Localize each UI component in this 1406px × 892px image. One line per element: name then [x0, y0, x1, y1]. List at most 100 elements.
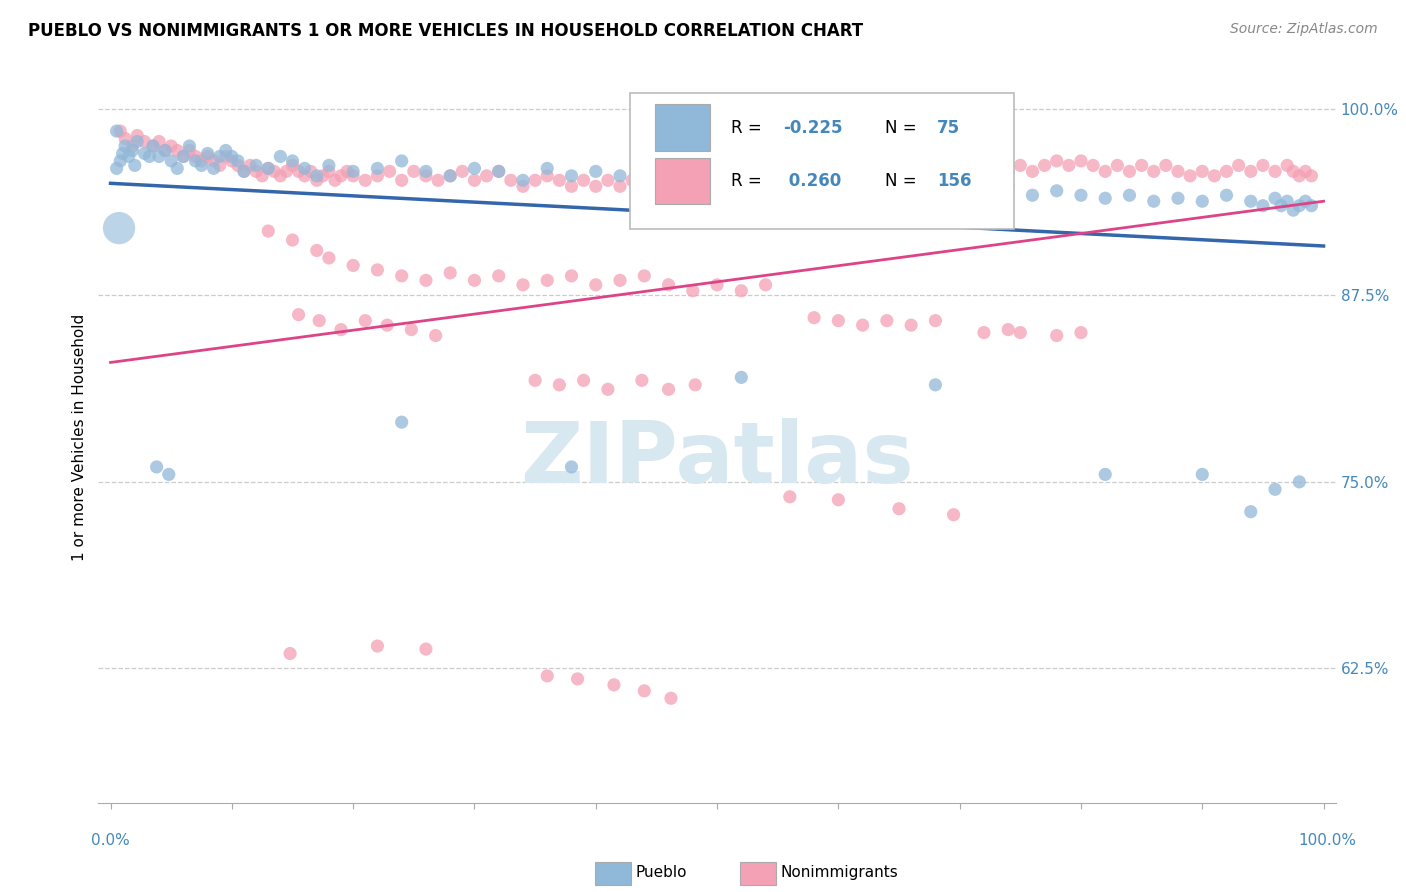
- Point: [730, 173, 752, 187]
- Point: [682, 284, 704, 298]
- Point: [401, 323, 423, 337]
- Point: [755, 173, 778, 187]
- Point: [342, 259, 364, 273]
- Point: [900, 177, 922, 191]
- Text: R =: R =: [731, 172, 766, 190]
- Point: [378, 164, 401, 178]
- Point: [153, 144, 176, 158]
- Point: [1191, 164, 1213, 178]
- Point: [342, 169, 364, 183]
- Point: [269, 169, 291, 183]
- Point: [803, 173, 825, 187]
- Point: [682, 184, 704, 198]
- Point: [1301, 199, 1323, 213]
- Point: [1251, 199, 1274, 213]
- FancyBboxPatch shape: [630, 94, 1014, 228]
- Point: [1094, 164, 1116, 178]
- Text: ZIPatlas: ZIPatlas: [520, 417, 914, 500]
- Point: [900, 318, 922, 332]
- Point: [463, 273, 485, 287]
- Point: [1191, 194, 1213, 209]
- Point: [127, 135, 149, 149]
- Point: [942, 508, 965, 522]
- Point: [827, 173, 849, 187]
- Point: [121, 144, 143, 158]
- Point: [127, 128, 149, 143]
- Point: [202, 161, 225, 176]
- Point: [1270, 199, 1292, 213]
- Point: [148, 135, 170, 149]
- Point: [827, 492, 849, 507]
- Text: Pueblo: Pueblo: [636, 865, 688, 880]
- Point: [924, 184, 946, 198]
- Point: [1301, 169, 1323, 183]
- Point: [1282, 203, 1305, 218]
- Point: [949, 173, 972, 187]
- Point: [779, 490, 801, 504]
- Point: [621, 173, 644, 187]
- Point: [250, 169, 273, 183]
- Point: [548, 173, 571, 187]
- Point: [512, 277, 534, 292]
- Point: [1107, 158, 1129, 172]
- Point: [226, 153, 249, 168]
- Point: [730, 370, 752, 384]
- FancyBboxPatch shape: [655, 158, 710, 204]
- Point: [318, 251, 340, 265]
- Point: [354, 313, 377, 327]
- Point: [342, 164, 364, 178]
- Point: [585, 164, 607, 178]
- Point: [1046, 328, 1069, 343]
- Point: [208, 149, 231, 163]
- Point: [124, 158, 146, 172]
- Point: [924, 377, 946, 392]
- Point: [567, 672, 589, 686]
- Point: [215, 144, 238, 158]
- Point: [287, 164, 309, 178]
- Point: [1057, 158, 1080, 172]
- Point: [366, 161, 388, 176]
- Text: 100.0%: 100.0%: [1299, 833, 1357, 847]
- Point: [281, 153, 304, 168]
- Point: [706, 164, 728, 178]
- Point: [366, 639, 388, 653]
- Point: [488, 164, 510, 178]
- Point: [108, 221, 131, 235]
- Point: [415, 169, 437, 183]
- Point: [827, 313, 849, 327]
- Point: [1081, 158, 1104, 172]
- Point: [1240, 194, 1263, 209]
- Point: [299, 164, 322, 178]
- Point: [596, 382, 619, 396]
- Point: [305, 169, 328, 183]
- Point: [354, 173, 377, 187]
- Point: [512, 179, 534, 194]
- Point: [391, 173, 413, 187]
- Point: [887, 179, 910, 194]
- Point: [134, 135, 156, 149]
- Point: [572, 173, 595, 187]
- Point: [202, 153, 225, 168]
- Point: [245, 164, 267, 178]
- Point: [572, 373, 595, 387]
- Point: [1294, 194, 1316, 209]
- Point: [815, 179, 838, 194]
- Text: N =: N =: [886, 119, 922, 136]
- Point: [105, 124, 128, 138]
- Point: [1288, 169, 1310, 183]
- Point: [439, 266, 461, 280]
- Point: [1227, 158, 1250, 172]
- Point: [560, 459, 582, 474]
- Point: [1240, 164, 1263, 178]
- Point: [863, 179, 886, 194]
- Point: [276, 164, 298, 178]
- Point: [657, 161, 679, 176]
- Text: Nonimmigrants: Nonimmigrants: [780, 865, 898, 880]
- Point: [142, 139, 165, 153]
- Point: [609, 179, 631, 194]
- Point: [1143, 194, 1166, 209]
- Point: [294, 161, 316, 176]
- Point: [1275, 194, 1298, 209]
- Point: [233, 164, 256, 178]
- Point: [226, 158, 249, 172]
